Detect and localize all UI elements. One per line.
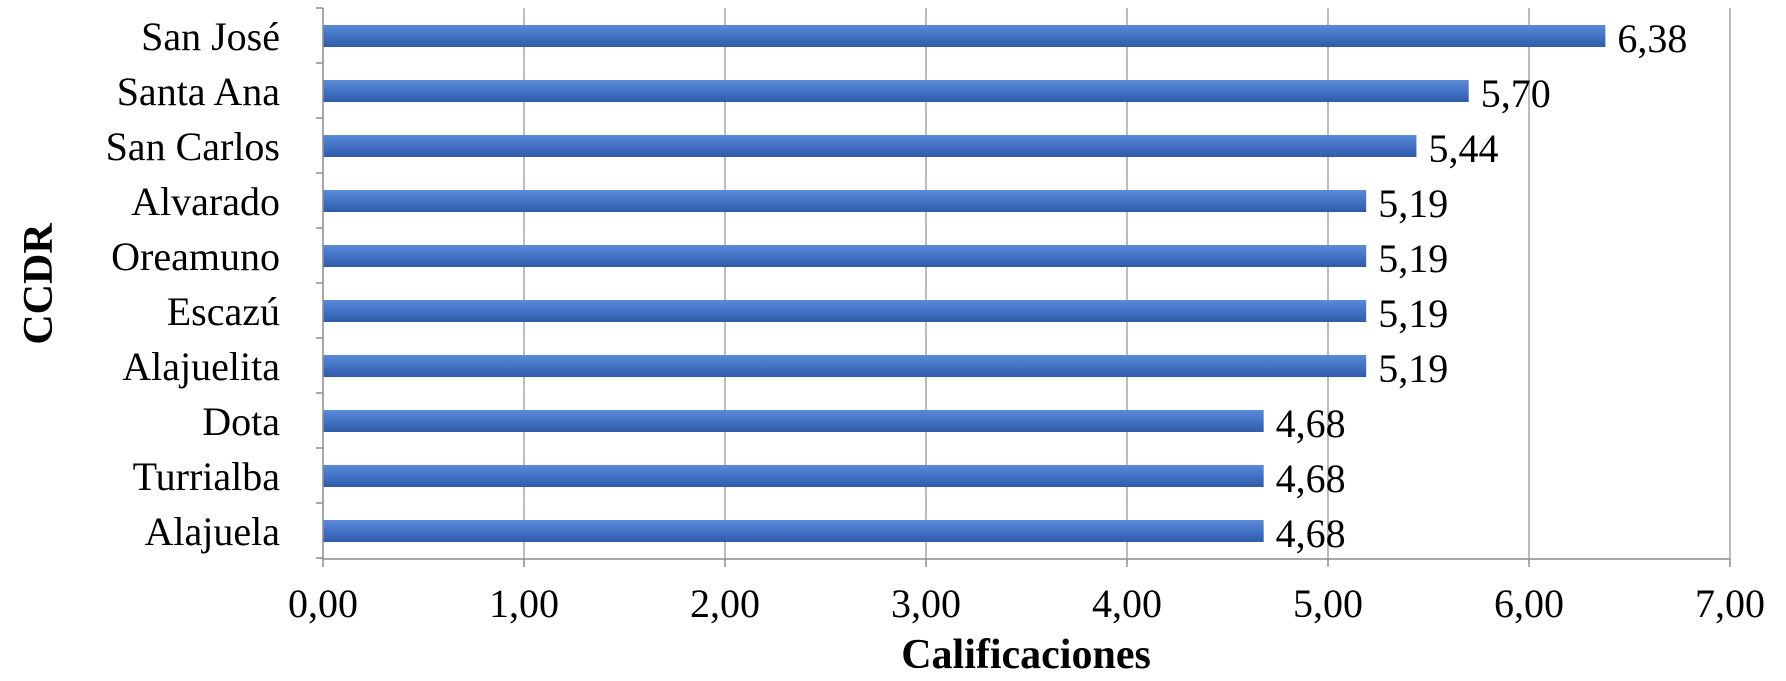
category-label: San Carlos — [106, 124, 280, 169]
data-label: 6,38 — [1617, 16, 1687, 61]
bar — [323, 190, 1367, 212]
category-label: Turrialba — [133, 454, 281, 499]
x-tick-label: 4,00 — [1092, 581, 1162, 626]
bar — [323, 300, 1367, 322]
category-label: Oreamuno — [111, 234, 280, 279]
category-label: Alvarado — [131, 179, 280, 224]
data-label: 5,70 — [1481, 71, 1551, 116]
bar — [323, 410, 1264, 432]
x-tick-label: 6,00 — [1494, 581, 1564, 626]
data-label: 5,44 — [1428, 126, 1498, 171]
bar — [323, 520, 1264, 542]
y-axis-title: CCDR — [16, 223, 62, 345]
category-label: San José — [141, 14, 280, 59]
data-label: 5,19 — [1378, 236, 1448, 281]
category-label: Dota — [202, 399, 280, 444]
category-label: Santa Ana — [117, 69, 281, 114]
x-tick-label: 2,00 — [690, 581, 760, 626]
data-label: 4,68 — [1276, 401, 1346, 446]
data-label: 4,68 — [1276, 456, 1346, 501]
x-axis-title: Calificaciones — [901, 632, 1151, 678]
x-tick-label: 7,00 — [1695, 581, 1765, 626]
x-tick-label: 3,00 — [891, 581, 961, 626]
category-label: Escazú — [167, 289, 280, 334]
bar — [323, 355, 1367, 377]
bar — [323, 25, 1606, 47]
x-tick-label: 0,00 — [288, 581, 358, 626]
x-tick-label: 5,00 — [1293, 581, 1363, 626]
labels: 0,00 1,00 2,00 3,00 4,00 5,00 6,00 7,00 San José… — [106, 14, 1765, 626]
bar — [323, 465, 1264, 487]
category-label: Alajuelita — [122, 344, 280, 389]
data-label: 4,68 — [1276, 511, 1346, 556]
data-label: 5,19 — [1378, 181, 1448, 226]
bar — [323, 80, 1469, 102]
category-label: Alajuela — [145, 509, 281, 554]
data-label: 5,19 — [1378, 346, 1448, 391]
data-label: 5,19 — [1378, 291, 1448, 336]
bar — [323, 135, 1417, 157]
bar — [323, 245, 1367, 267]
x-tick-label: 1,00 — [489, 581, 559, 626]
bars — [323, 25, 1606, 542]
axes — [316, 7, 1731, 567]
